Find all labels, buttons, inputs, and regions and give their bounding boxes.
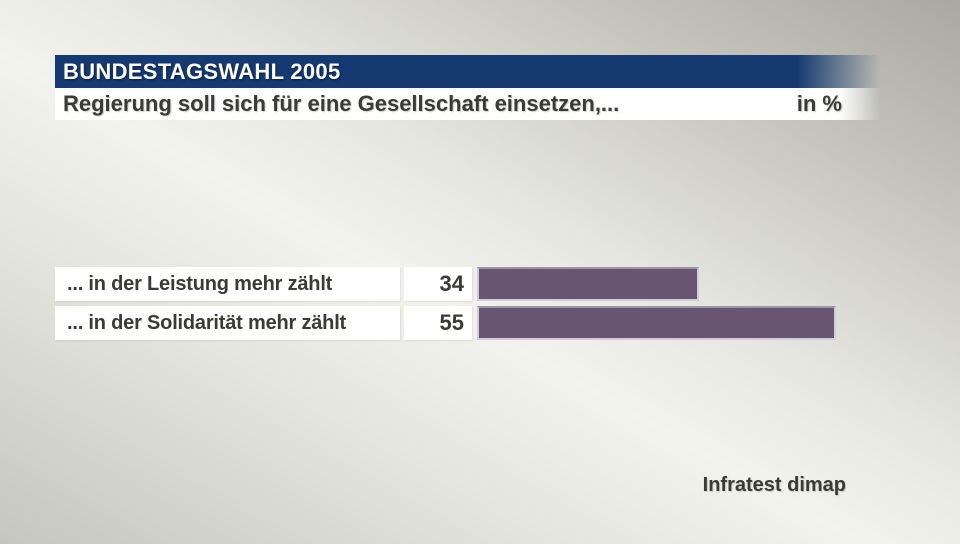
header-title-bar: BUNDESTAGSWAHL 2005 [55,55,880,88]
category-label-leistung: ... in der Leistung mehr zählt [55,267,400,301]
bar-leistung [477,267,699,301]
header-subtitle-bar: Regierung soll sich für eine Gesellschaf… [55,88,880,120]
page-title: BUNDESTAGSWAHL 2005 [63,59,341,84]
bar-chart: ... in der Leistung mehr zählt 34 ... in… [55,267,836,345]
source-credit: Infratest dimap [702,474,846,496]
category-label-solidaritaet: ... in der Solidarität mehr zählt [55,306,400,340]
value-label-leistung: 34 [404,267,472,301]
unit-label: in % [796,91,842,116]
value-label-solidaritaet: 55 [404,306,472,340]
bar-solidaritaet [477,306,836,340]
chart-subtitle: Regierung soll sich für eine Gesellschaf… [63,91,620,116]
bar-row-solidaritaet: ... in der Solidarität mehr zählt 55 [55,306,836,340]
bar-row-leistung: ... in der Leistung mehr zählt 34 [55,267,836,301]
